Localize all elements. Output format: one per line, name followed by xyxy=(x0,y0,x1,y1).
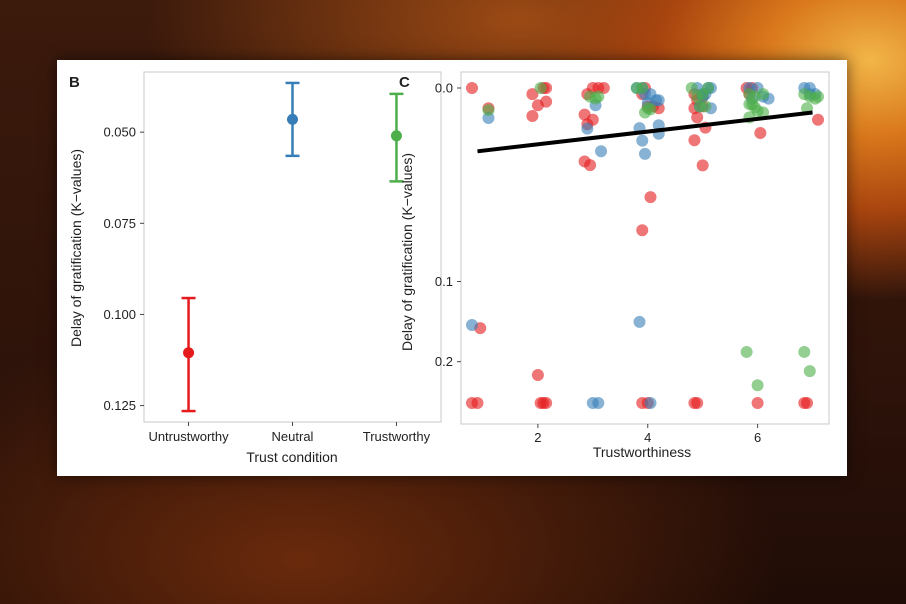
y-axis-b: 0.050 0.075 0.100 0.125 xyxy=(103,125,144,413)
y-tick-label-c: 0.0 xyxy=(435,81,453,96)
y-tick-label-b: 0.050 xyxy=(103,125,136,140)
scatter-point xyxy=(644,191,657,204)
x-tick-label-b: Untrustworthy xyxy=(148,429,229,444)
y-tick-label-b: 0.125 xyxy=(103,398,136,413)
scatter-point xyxy=(526,110,539,123)
y-tick-label-c: 0.1 xyxy=(435,274,453,289)
scatter-point xyxy=(748,101,761,114)
chart-c: C 0.0 0.1 0.2 2 4 6 Trustworthiness Delay of… xyxy=(399,71,830,460)
y-tick-label-b: 0.075 xyxy=(103,216,136,231)
scatter-point xyxy=(699,100,712,113)
scatter-point xyxy=(644,397,657,410)
mean-point xyxy=(183,347,195,359)
scatter-point xyxy=(803,365,816,378)
panel-label-b: B xyxy=(69,74,80,91)
marks-c xyxy=(465,82,825,410)
mean-point xyxy=(390,130,402,142)
y-tick-label-b: 0.100 xyxy=(103,307,136,322)
x-tick-label-b: Trustworthy xyxy=(363,429,431,444)
scatter-point xyxy=(471,397,484,410)
scatter-point xyxy=(540,397,553,410)
scatter-point xyxy=(812,113,825,126)
scatter-point xyxy=(798,345,811,358)
errorbar-point-b xyxy=(389,92,404,183)
scatter-series xyxy=(482,82,825,392)
scatter-point xyxy=(685,82,698,94)
chart-b: B 0.050 0.075 0.100 0.125 Untrustworthy Neut… xyxy=(68,71,442,465)
scatter-point xyxy=(751,397,764,410)
mean-point xyxy=(287,113,298,125)
scatter-point xyxy=(592,90,605,103)
scatter-point xyxy=(702,82,715,94)
plot-frame-c xyxy=(460,71,830,425)
x-tick-label-c: 6 xyxy=(754,430,761,445)
trend-line xyxy=(477,110,813,154)
scatter-point xyxy=(465,82,478,94)
x-tick-label-c: 4 xyxy=(644,430,651,445)
scatter-point xyxy=(644,103,657,116)
y-axis-title-c: Delay of gratification (K−values) xyxy=(399,153,415,351)
x-axis-b: Untrustworthy Neutral Trustworthy xyxy=(148,422,431,444)
scatter-point xyxy=(633,315,646,328)
y-tick-label-c: 0.2 xyxy=(435,354,453,369)
scatter-point xyxy=(754,126,767,139)
x-tick-label-b: Neutral xyxy=(272,429,314,444)
figure-panel: B 0.050 0.075 0.100 0.125 Untrustworthy Neut… xyxy=(57,60,847,476)
scatter-point xyxy=(581,122,594,135)
scatter-point xyxy=(688,134,701,147)
scatter-point xyxy=(691,111,704,124)
scatter-point xyxy=(584,159,597,172)
scatter-point xyxy=(534,82,547,94)
scatter-point xyxy=(526,88,539,101)
y-axis-c: 0.0 0.1 0.2 xyxy=(435,81,461,369)
scatter-point xyxy=(482,104,495,117)
marks-b xyxy=(181,81,404,413)
scatter-point xyxy=(639,147,651,160)
x-axis-title-b: Trust condition xyxy=(246,449,337,465)
panel-label-c: C xyxy=(399,74,410,91)
scatter-point xyxy=(696,159,709,172)
errorbar-point-b xyxy=(285,81,300,158)
scatter-point xyxy=(636,82,649,94)
x-axis-c: 2 4 6 xyxy=(534,424,761,445)
figure-svg: B 0.050 0.075 0.100 0.125 Untrustworthy Neut… xyxy=(68,71,830,465)
scatter-point xyxy=(636,134,649,147)
x-tick-label-c: 2 xyxy=(534,430,541,445)
scatter-point xyxy=(740,345,753,358)
x-axis-title-c: Trustworthiness xyxy=(593,444,691,460)
scatter-point xyxy=(531,369,544,382)
scatter-point xyxy=(801,397,814,410)
scatter-point xyxy=(691,397,704,410)
scatter-point xyxy=(540,95,553,108)
scatter-point xyxy=(465,319,478,332)
scatter-point xyxy=(757,88,770,101)
errorbar-point-b xyxy=(181,296,196,413)
scatter-point xyxy=(592,397,605,410)
scatter-point xyxy=(597,82,610,94)
scatter-point xyxy=(751,379,764,392)
scatter-point xyxy=(595,145,608,158)
scatter-point xyxy=(636,224,649,237)
scatter-point xyxy=(812,90,825,103)
y-axis-title-b: Delay of gratification (K−values) xyxy=(68,149,84,347)
